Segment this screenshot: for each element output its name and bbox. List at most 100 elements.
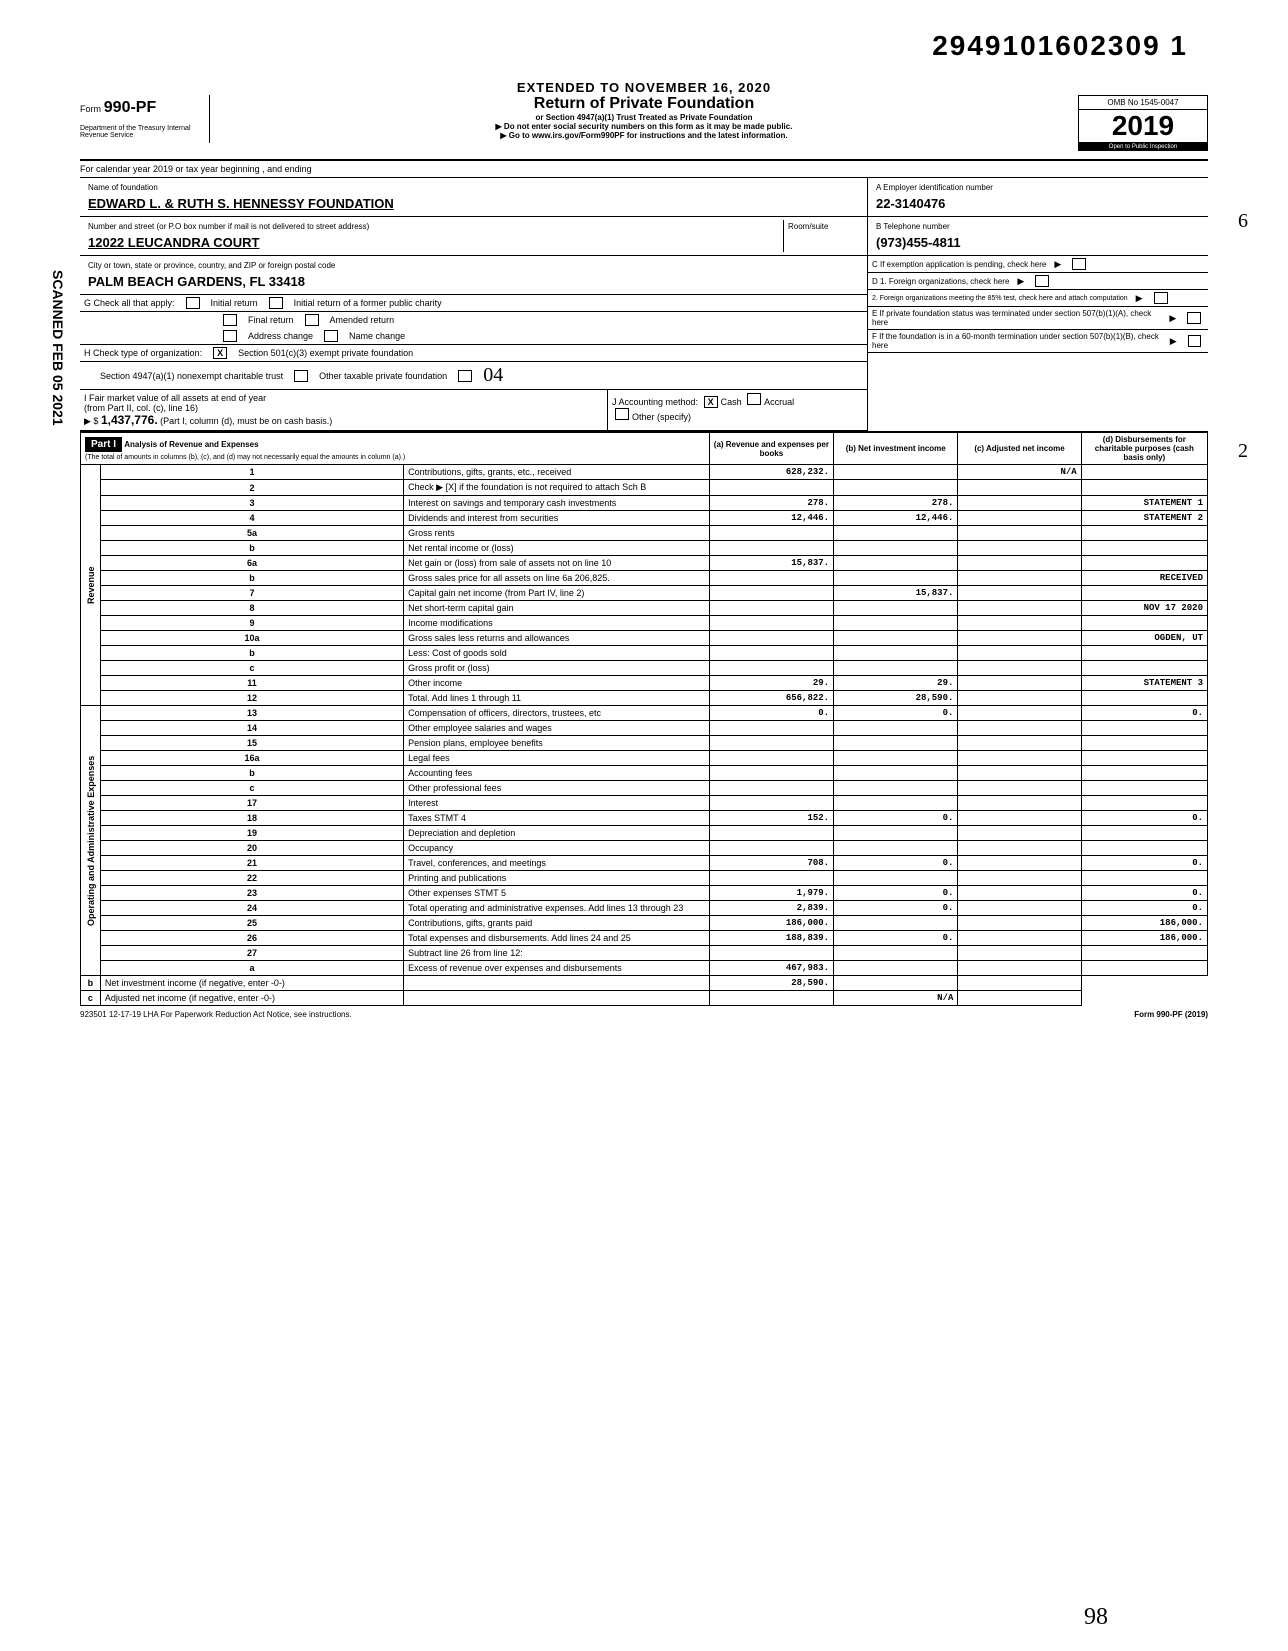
table-row: 3Interest on savings and temporary cash …: [81, 496, 1208, 511]
expenses-vertical-label: Operating and Administrative Expenses: [81, 706, 101, 976]
cell-c: [958, 661, 1081, 676]
other-specify-checkbox[interactable]: [615, 408, 629, 420]
exemption-checkbox[interactable]: [1072, 258, 1086, 270]
i-amount: 1,437,776.: [101, 413, 158, 427]
line-number: 21: [100, 856, 403, 871]
phone-label: B Telephone number: [872, 220, 1204, 233]
address-change: Address change: [248, 331, 313, 341]
cell-a: [709, 796, 833, 811]
cell-c: [958, 676, 1081, 691]
cell-b: [834, 961, 958, 976]
cell-c: [958, 751, 1081, 766]
initial-former: Initial return of a former public charit…: [294, 298, 442, 308]
line-label: Check ▶ [X] if the foundation is not req…: [404, 480, 710, 496]
4947-checkbox[interactable]: [294, 370, 308, 382]
table-row: cAdjusted net income (if negative, enter…: [81, 991, 1208, 1006]
cell-d: [1081, 826, 1207, 841]
line-label: Less: Cost of goods sold: [404, 646, 710, 661]
col-c-header: (c) Adjusted net income: [958, 433, 1081, 465]
name-label: Name of foundation: [84, 181, 863, 194]
cell-b: [834, 736, 958, 751]
line-label: Compensation of officers, directors, tru…: [404, 706, 710, 721]
line-label: Depreciation and depletion: [404, 826, 710, 841]
cell-c: [958, 571, 1081, 586]
year: 2019: [1078, 110, 1208, 143]
table-row: 23Other expenses STMT 51,979.0.0.: [81, 886, 1208, 901]
cell-d: [958, 976, 1081, 991]
cell-a: [709, 526, 833, 541]
j-label: J Accounting method:: [612, 397, 698, 407]
cell-a: [709, 646, 833, 661]
table-row: 26Total expenses and disbursements. Add …: [81, 931, 1208, 946]
cell-a: [709, 631, 833, 646]
table-row: 9Income modifications: [81, 616, 1208, 631]
cell-d: [1081, 465, 1207, 480]
line-number: 2: [100, 480, 403, 496]
d1-label: D 1. Foreign organizations, check here: [872, 277, 1009, 286]
line-number: 9: [100, 616, 403, 631]
initial-return-checkbox[interactable]: [186, 297, 200, 309]
cell-a: 708.: [709, 856, 833, 871]
cell-d: [1081, 796, 1207, 811]
cell-b: [834, 781, 958, 796]
cell-b: [834, 601, 958, 616]
final-return: Final return: [248, 315, 294, 325]
cell-d: 0.: [1081, 856, 1207, 871]
line-label: Pension plans, employee benefits: [404, 736, 710, 751]
cell-b: 12,446.: [834, 511, 958, 526]
cell-a: [709, 841, 833, 856]
line-label: Contributions, gifts, grants, etc., rece…: [404, 465, 710, 480]
line-label: Travel, conferences, and meetings: [404, 856, 710, 871]
501c3-checkbox[interactable]: X: [213, 347, 227, 359]
table-row: 16aLegal fees: [81, 751, 1208, 766]
final-return-checkbox[interactable]: [223, 314, 237, 326]
cell-b: [834, 631, 958, 646]
line-number: b: [100, 646, 403, 661]
cell-b: [834, 916, 958, 931]
cell-c: [958, 871, 1081, 886]
accrual-checkbox[interactable]: [747, 393, 761, 405]
page-number-top: 2949101602309 1: [932, 30, 1188, 62]
amended-checkbox[interactable]: [305, 314, 319, 326]
cell-b: [709, 991, 833, 1006]
cell-c: [958, 946, 1081, 961]
omb: OMB No 1545-0047: [1078, 95, 1208, 110]
cell-c: [958, 541, 1081, 556]
e-checkbox[interactable]: [1187, 312, 1201, 324]
cell-a: 188,839.: [709, 931, 833, 946]
cell-c: [958, 480, 1081, 496]
name-change-checkbox[interactable]: [324, 330, 338, 342]
cell-a: [404, 976, 710, 991]
d1-checkbox[interactable]: [1035, 275, 1049, 287]
calendar-row: For calendar year 2019 or tax year begin…: [80, 161, 1208, 178]
line-label: Other professional fees: [404, 781, 710, 796]
line-number: 22: [100, 871, 403, 886]
cell-c: [958, 586, 1081, 601]
d2-checkbox[interactable]: [1154, 292, 1168, 304]
table-row: 8Net short-term capital gainNOV 17 2020: [81, 601, 1208, 616]
table-row: 25Contributions, gifts, grants paid186,0…: [81, 916, 1208, 931]
cell-c: [958, 526, 1081, 541]
other-taxable-checkbox[interactable]: [458, 370, 472, 382]
ein-label: A Employer identification number: [872, 181, 1204, 194]
initial-former-checkbox[interactable]: [269, 297, 283, 309]
cell-c: [958, 721, 1081, 736]
line-label: Occupancy: [404, 841, 710, 856]
cell-c: [958, 961, 1081, 976]
cell-b: [834, 751, 958, 766]
address-change-checkbox[interactable]: [223, 330, 237, 342]
f-checkbox[interactable]: [1188, 335, 1201, 347]
cell-d: [1081, 841, 1207, 856]
cash-checkbox[interactable]: X: [704, 396, 718, 408]
cell-a: [709, 781, 833, 796]
line-label: Income modifications: [404, 616, 710, 631]
cell-a: [709, 541, 833, 556]
line-label: Taxes STMT 4: [404, 811, 710, 826]
cell-d: [1081, 556, 1207, 571]
cell-b: 28,590.: [834, 691, 958, 706]
cell-a: 152.: [709, 811, 833, 826]
line-label: Gross sales less returns and allowances: [404, 631, 710, 646]
line-label: Other expenses STMT 5: [404, 886, 710, 901]
h-opt2: Section 4947(a)(1) nonexempt charitable …: [100, 371, 283, 381]
cell-b: 28,590.: [709, 976, 833, 991]
